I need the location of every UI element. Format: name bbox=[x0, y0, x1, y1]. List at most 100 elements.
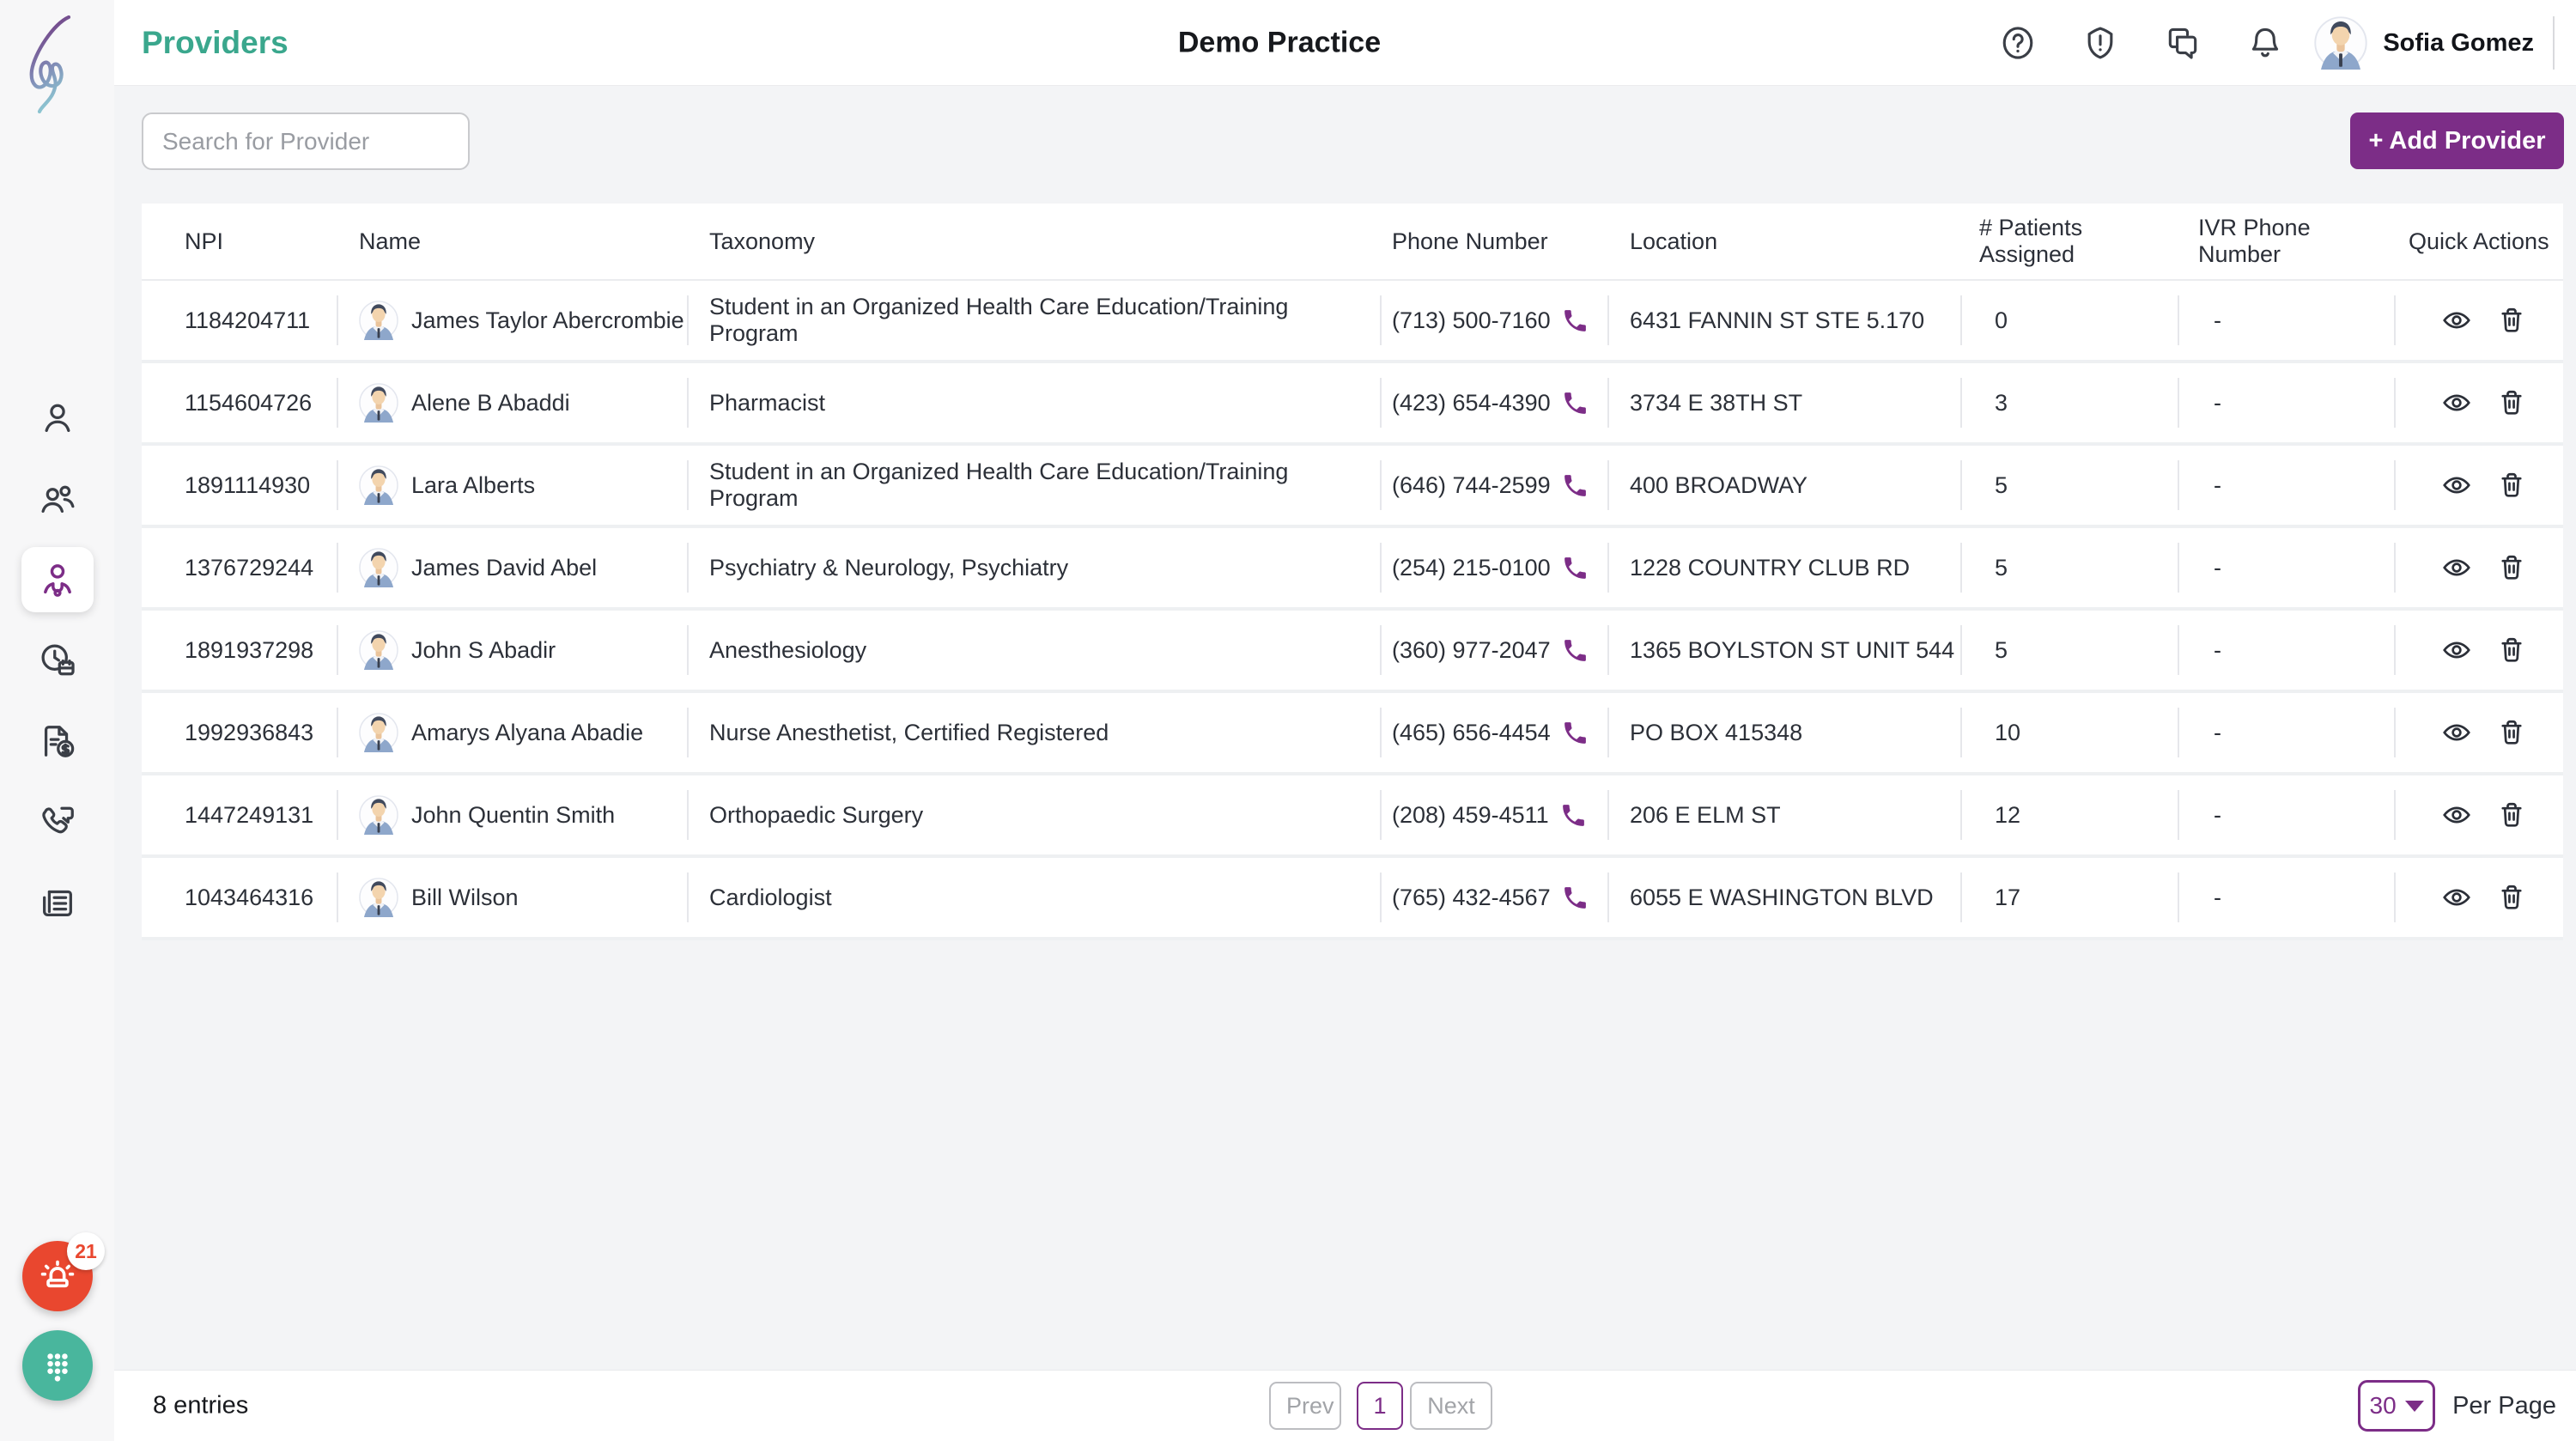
trash-icon bbox=[2496, 882, 2527, 913]
eye-icon bbox=[2441, 305, 2472, 336]
provider-name: Lara Alberts bbox=[411, 471, 536, 498]
taxonomy-cell: Anesthesiology bbox=[687, 611, 1380, 690]
delete-provider-button[interactable] bbox=[2496, 635, 2527, 666]
table-body: 1184204711 James Taylor Abercrombie Stud… bbox=[142, 281, 2563, 940]
table-row: 1891114930 Lara Alberts Student in an Or… bbox=[142, 446, 2563, 528]
ivr-phone-cell: - bbox=[2178, 693, 2394, 772]
sidebar-item-providers[interactable] bbox=[21, 547, 94, 612]
sidebar-item-calls[interactable] bbox=[21, 789, 94, 854]
user-avatar[interactable] bbox=[2314, 16, 2367, 70]
alerts-button[interactable]: 21 bbox=[22, 1232, 105, 1311]
prev-page-button[interactable]: Prev bbox=[1269, 1382, 1341, 1430]
clock-calendar-icon bbox=[38, 641, 77, 680]
view-provider-button[interactable] bbox=[2441, 305, 2472, 336]
delete-provider-button[interactable] bbox=[2496, 800, 2527, 830]
eye-icon bbox=[2441, 635, 2472, 666]
eye-icon bbox=[2441, 882, 2472, 913]
provider-avatar bbox=[359, 878, 398, 917]
quick-actions-cell bbox=[2394, 446, 2563, 525]
delete-provider-button[interactable] bbox=[2496, 882, 2527, 913]
alerts-count-badge: 21 bbox=[67, 1232, 105, 1270]
search-input[interactable] bbox=[162, 127, 472, 155]
alerts-shield-button[interactable] bbox=[2081, 23, 2120, 63]
location-cell: 400 BROADWAY bbox=[1607, 446, 1960, 525]
view-provider-button[interactable] bbox=[2441, 882, 2472, 913]
quick-actions-cell bbox=[2394, 528, 2563, 607]
quick-actions-cell bbox=[2394, 693, 2563, 772]
name-cell: Bill Wilson bbox=[337, 858, 687, 937]
patients-assigned-cell: 5 bbox=[1960, 611, 2178, 690]
notifications-button[interactable] bbox=[2245, 23, 2285, 63]
location-cell: 1228 COUNTRY CLUB RD bbox=[1607, 528, 1960, 607]
call-phone-icon[interactable] bbox=[1561, 554, 1589, 582]
per-page-control: 30 Per Page bbox=[2358, 1380, 2556, 1432]
phone-cell: (646) 744-2599 bbox=[1380, 446, 1607, 525]
column-header-ivr: IVR Phone Number bbox=[2198, 215, 2311, 267]
view-provider-button[interactable] bbox=[2441, 552, 2472, 583]
ivr-phone-cell: - bbox=[2178, 446, 2394, 525]
name-cell: James Taylor Abercrombie bbox=[337, 281, 687, 360]
location-cell: 1365 BOYLSTON ST UNIT 544 bbox=[1607, 611, 1960, 690]
delete-provider-button[interactable] bbox=[2496, 305, 2527, 336]
table-header-row: NPI Name Taxonomy Phone Number Location … bbox=[142, 204, 2563, 281]
sidebar-item-patients-group[interactable] bbox=[21, 466, 94, 532]
next-page-button[interactable]: Next bbox=[1410, 1382, 1492, 1430]
sidebar-item-billing[interactable] bbox=[21, 708, 94, 774]
delete-provider-button[interactable] bbox=[2496, 717, 2527, 748]
call-phone-icon[interactable] bbox=[1559, 801, 1588, 830]
call-phone-icon[interactable] bbox=[1561, 307, 1589, 335]
provider-avatar bbox=[359, 301, 398, 340]
header-edge-divider bbox=[2553, 16, 2555, 70]
delete-provider-button[interactable] bbox=[2496, 387, 2527, 418]
trash-icon bbox=[2496, 552, 2527, 583]
chevron-down-icon bbox=[2404, 1400, 2424, 1412]
help-button[interactable] bbox=[1998, 23, 2038, 63]
column-header-location: Location bbox=[1630, 228, 1718, 254]
provider-name: James Taylor Abercrombie bbox=[411, 307, 684, 333]
pagination: Prev 1 Next bbox=[1269, 1382, 1492, 1430]
ivr-phone-cell: - bbox=[2178, 281, 2394, 360]
sidebar-item-fax[interactable] bbox=[21, 870, 94, 935]
taxonomy-cell: Psychiatry & Neurology, Psychiatry bbox=[687, 528, 1380, 607]
call-phone-icon[interactable] bbox=[1561, 636, 1589, 665]
phone-cell: (360) 977-2047 bbox=[1380, 611, 1607, 690]
table-row: 1376729244 James David Abel Psychiatry &… bbox=[142, 528, 2563, 611]
user-name[interactable]: Sofia Gomez bbox=[2383, 28, 2534, 57]
patients-assigned-cell: 5 bbox=[1960, 446, 2178, 525]
table-row: 1447249131 John Quentin Smith Orthopaedi… bbox=[142, 775, 2563, 858]
call-phone-icon[interactable] bbox=[1561, 884, 1589, 912]
eye-icon bbox=[2441, 387, 2472, 418]
provider-avatar bbox=[359, 630, 398, 670]
provider-name: Bill Wilson bbox=[411, 884, 519, 910]
sidebar-item-patient[interactable] bbox=[21, 386, 94, 451]
name-cell: Lara Alberts bbox=[337, 446, 687, 525]
view-provider-button[interactable] bbox=[2441, 470, 2472, 501]
bell-icon bbox=[2246, 24, 2284, 62]
sidebar-item-appointments[interactable] bbox=[21, 628, 94, 693]
location-cell: PO BOX 415348 bbox=[1607, 693, 1960, 772]
call-phone-icon[interactable] bbox=[1561, 719, 1589, 747]
delete-provider-button[interactable] bbox=[2496, 470, 2527, 501]
eye-icon bbox=[2441, 470, 2472, 501]
call-phone-icon[interactable] bbox=[1561, 389, 1589, 417]
ivr-phone-cell: - bbox=[2178, 611, 2394, 690]
ivr-phone-cell: - bbox=[2178, 363, 2394, 442]
dialpad-button[interactable] bbox=[22, 1330, 93, 1401]
npi-cell: 1891114930 bbox=[185, 471, 311, 498]
eye-icon bbox=[2441, 717, 2472, 748]
view-provider-button[interactable] bbox=[2441, 387, 2472, 418]
messages-button[interactable] bbox=[2163, 23, 2202, 63]
table-row: 1184204711 James Taylor Abercrombie Stud… bbox=[142, 281, 2563, 363]
add-provider-button[interactable]: + Add Provider bbox=[2350, 112, 2564, 169]
users-icon bbox=[38, 479, 77, 519]
patients-assigned-cell: 0 bbox=[1960, 281, 2178, 360]
current-page-button[interactable]: 1 bbox=[1357, 1382, 1403, 1430]
per-page-dropdown[interactable]: 30 bbox=[2358, 1380, 2436, 1432]
view-provider-button[interactable] bbox=[2441, 717, 2472, 748]
trash-icon bbox=[2496, 305, 2527, 336]
delete-provider-button[interactable] bbox=[2496, 552, 2527, 583]
view-provider-button[interactable] bbox=[2441, 800, 2472, 830]
call-phone-icon[interactable] bbox=[1561, 471, 1589, 500]
npi-cell: 1891937298 bbox=[185, 636, 314, 663]
view-provider-button[interactable] bbox=[2441, 635, 2472, 666]
